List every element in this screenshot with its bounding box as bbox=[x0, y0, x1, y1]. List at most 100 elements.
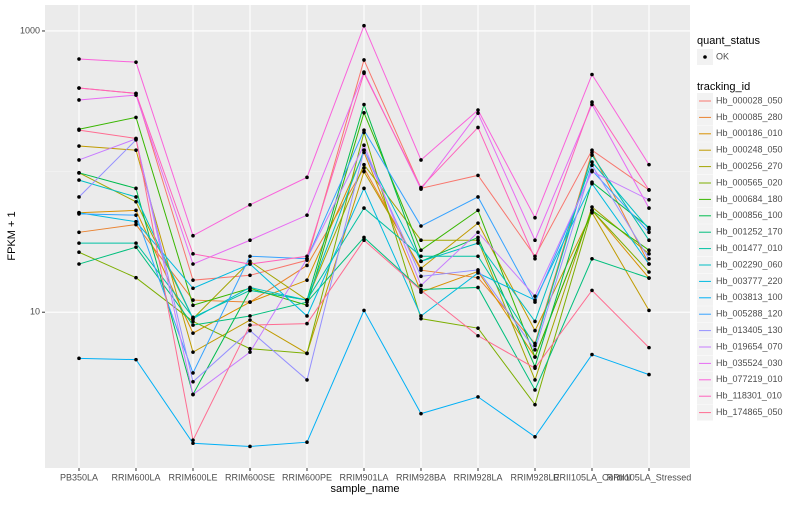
data-point bbox=[77, 195, 81, 199]
data-point bbox=[533, 215, 537, 220]
data-point bbox=[362, 162, 366, 167]
data-point bbox=[476, 254, 480, 259]
data-point bbox=[134, 245, 138, 249]
data-point bbox=[362, 238, 366, 243]
data-point bbox=[248, 262, 252, 266]
data-point bbox=[590, 181, 594, 186]
data-point bbox=[590, 100, 594, 104]
data-point bbox=[533, 238, 537, 243]
data-point bbox=[476, 221, 480, 225]
x-tick-label: RRIM600LA bbox=[111, 472, 160, 482]
legend-title: tracking_id bbox=[697, 81, 750, 93]
data-point bbox=[647, 252, 651, 256]
data-point bbox=[248, 288, 252, 293]
data-point bbox=[647, 248, 651, 253]
data-point bbox=[248, 273, 252, 278]
x-tick-label: RRIM928LA bbox=[453, 472, 502, 482]
data-point bbox=[647, 230, 651, 235]
data-point bbox=[647, 262, 651, 266]
data-point bbox=[476, 326, 480, 330]
data-point bbox=[134, 186, 138, 191]
data-point bbox=[362, 206, 366, 210]
x-tick-label: RRIM600LE bbox=[168, 472, 217, 482]
legend-label: Hb_001477_010 bbox=[716, 243, 783, 253]
data-point bbox=[362, 148, 366, 152]
data-point bbox=[419, 238, 423, 243]
data-point bbox=[134, 148, 138, 152]
data-point bbox=[476, 238, 480, 243]
x-tick-label: RRIM928LE bbox=[510, 472, 559, 482]
legend-label: Hb_077219_010 bbox=[716, 374, 783, 384]
data-point bbox=[77, 356, 81, 361]
data-point bbox=[134, 219, 138, 224]
data-point bbox=[305, 278, 309, 282]
data-point bbox=[419, 411, 423, 416]
data-point bbox=[134, 60, 138, 64]
data-point bbox=[134, 115, 138, 120]
data-point bbox=[191, 438, 195, 442]
data-point bbox=[305, 175, 309, 180]
data-point bbox=[476, 230, 480, 235]
data-point bbox=[305, 314, 309, 318]
legend-label: Hb_002290_060 bbox=[716, 259, 783, 269]
data-point bbox=[362, 186, 366, 191]
data-point bbox=[248, 350, 252, 354]
data-point bbox=[533, 254, 537, 259]
data-point bbox=[476, 125, 480, 130]
data-point bbox=[533, 388, 537, 392]
data-point bbox=[248, 203, 252, 207]
data-point bbox=[647, 345, 651, 350]
data-point bbox=[533, 328, 537, 333]
data-point bbox=[419, 283, 423, 288]
legend-label: Hb_000085_280 bbox=[716, 112, 783, 122]
data-point bbox=[191, 298, 195, 302]
data-point bbox=[77, 144, 81, 148]
data-point bbox=[590, 150, 594, 155]
data-point bbox=[77, 86, 81, 90]
legend-label: Hb_000256_270 bbox=[716, 161, 783, 171]
data-point bbox=[590, 163, 594, 168]
data-point bbox=[134, 213, 138, 217]
data-point bbox=[77, 128, 81, 132]
data-point bbox=[419, 158, 423, 162]
data-point bbox=[191, 303, 195, 308]
data-point bbox=[476, 195, 480, 199]
data-point bbox=[590, 205, 594, 209]
data-point bbox=[476, 285, 480, 290]
data-point bbox=[647, 256, 651, 261]
data-point bbox=[191, 262, 195, 266]
data-point bbox=[134, 195, 138, 199]
data-point bbox=[191, 350, 195, 354]
data-point bbox=[134, 241, 138, 245]
data-point bbox=[248, 323, 252, 327]
data-point bbox=[419, 254, 423, 259]
data-point bbox=[533, 348, 537, 352]
data-point bbox=[362, 102, 366, 107]
data-point bbox=[647, 372, 651, 377]
data-point bbox=[305, 321, 309, 326]
data-point bbox=[419, 274, 423, 279]
data-point bbox=[248, 238, 252, 243]
data-point bbox=[590, 169, 594, 174]
data-point bbox=[476, 241, 480, 245]
data-point bbox=[305, 378, 309, 382]
data-point bbox=[191, 323, 195, 327]
x-axis-title: sample_name bbox=[330, 483, 399, 495]
data-point bbox=[191, 319, 195, 324]
legend-label: Hb_000565_020 bbox=[716, 177, 783, 187]
data-point bbox=[476, 235, 480, 240]
data-point bbox=[362, 308, 366, 313]
data-point bbox=[191, 371, 195, 375]
y-tick-label: 10 bbox=[30, 307, 40, 317]
data-point bbox=[476, 275, 480, 280]
data-point bbox=[476, 173, 480, 178]
data-point bbox=[305, 213, 309, 217]
legend-label: Hb_000248_050 bbox=[716, 145, 783, 155]
data-point bbox=[191, 379, 195, 384]
data-point bbox=[191, 233, 195, 238]
data-point bbox=[533, 355, 537, 359]
data-point bbox=[362, 169, 366, 174]
data-point bbox=[305, 298, 309, 302]
data-point bbox=[191, 286, 195, 291]
